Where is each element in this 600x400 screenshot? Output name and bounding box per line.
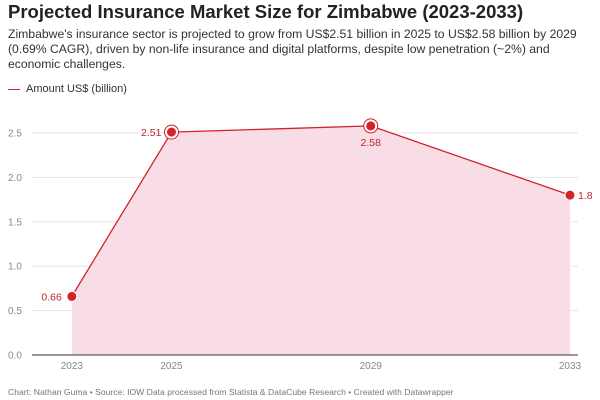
data-point [165, 126, 177, 138]
footer-created: Created with Datawrapper [353, 387, 454, 397]
footer-separator: • [348, 387, 354, 397]
x-tick-label: 2033 [559, 361, 582, 372]
legend-line-swatch [8, 88, 20, 90]
data-label: 2.58 [361, 137, 382, 149]
data-label: 1.8 [578, 190, 593, 202]
data-point [564, 189, 576, 201]
data-point [66, 290, 78, 302]
legend-label: Amount US$ (billion) [26, 83, 127, 95]
series-line [71, 125, 571, 297]
y-tick-label: 0.0 [8, 351, 22, 362]
y-tick-label: 0.5 [8, 306, 22, 317]
y-tick-label: 2.5 [8, 129, 22, 140]
footer-separator: • [89, 387, 96, 397]
footer: Chart: Nathan Guma • Source: IOW Data pr… [8, 387, 454, 397]
x-tick-label: 2029 [360, 361, 383, 372]
y-tick-label: 1.0 [8, 262, 22, 273]
y-tick-label: 1.5 [8, 217, 22, 228]
legend: Amount US$ (billion) [8, 82, 127, 96]
data-point [365, 120, 377, 132]
x-tick-label: 2023 [61, 361, 84, 372]
footer-source: Source: IOW Data processed from Statista… [95, 387, 346, 397]
x-tick-label: 2025 [160, 361, 183, 372]
area-fill [71, 125, 570, 356]
y-tick-label: 2.0 [8, 173, 22, 184]
chart-subtitle: Zimbabwe's insurance sector is projected… [8, 27, 577, 71]
data-label: 2.51 [141, 127, 162, 139]
footer-chart-by: Chart: Nathan Guma [8, 387, 88, 397]
chart-title: Projected Insurance Market Size for Zimb… [8, 1, 524, 22]
data-label: 0.66 [41, 291, 62, 303]
